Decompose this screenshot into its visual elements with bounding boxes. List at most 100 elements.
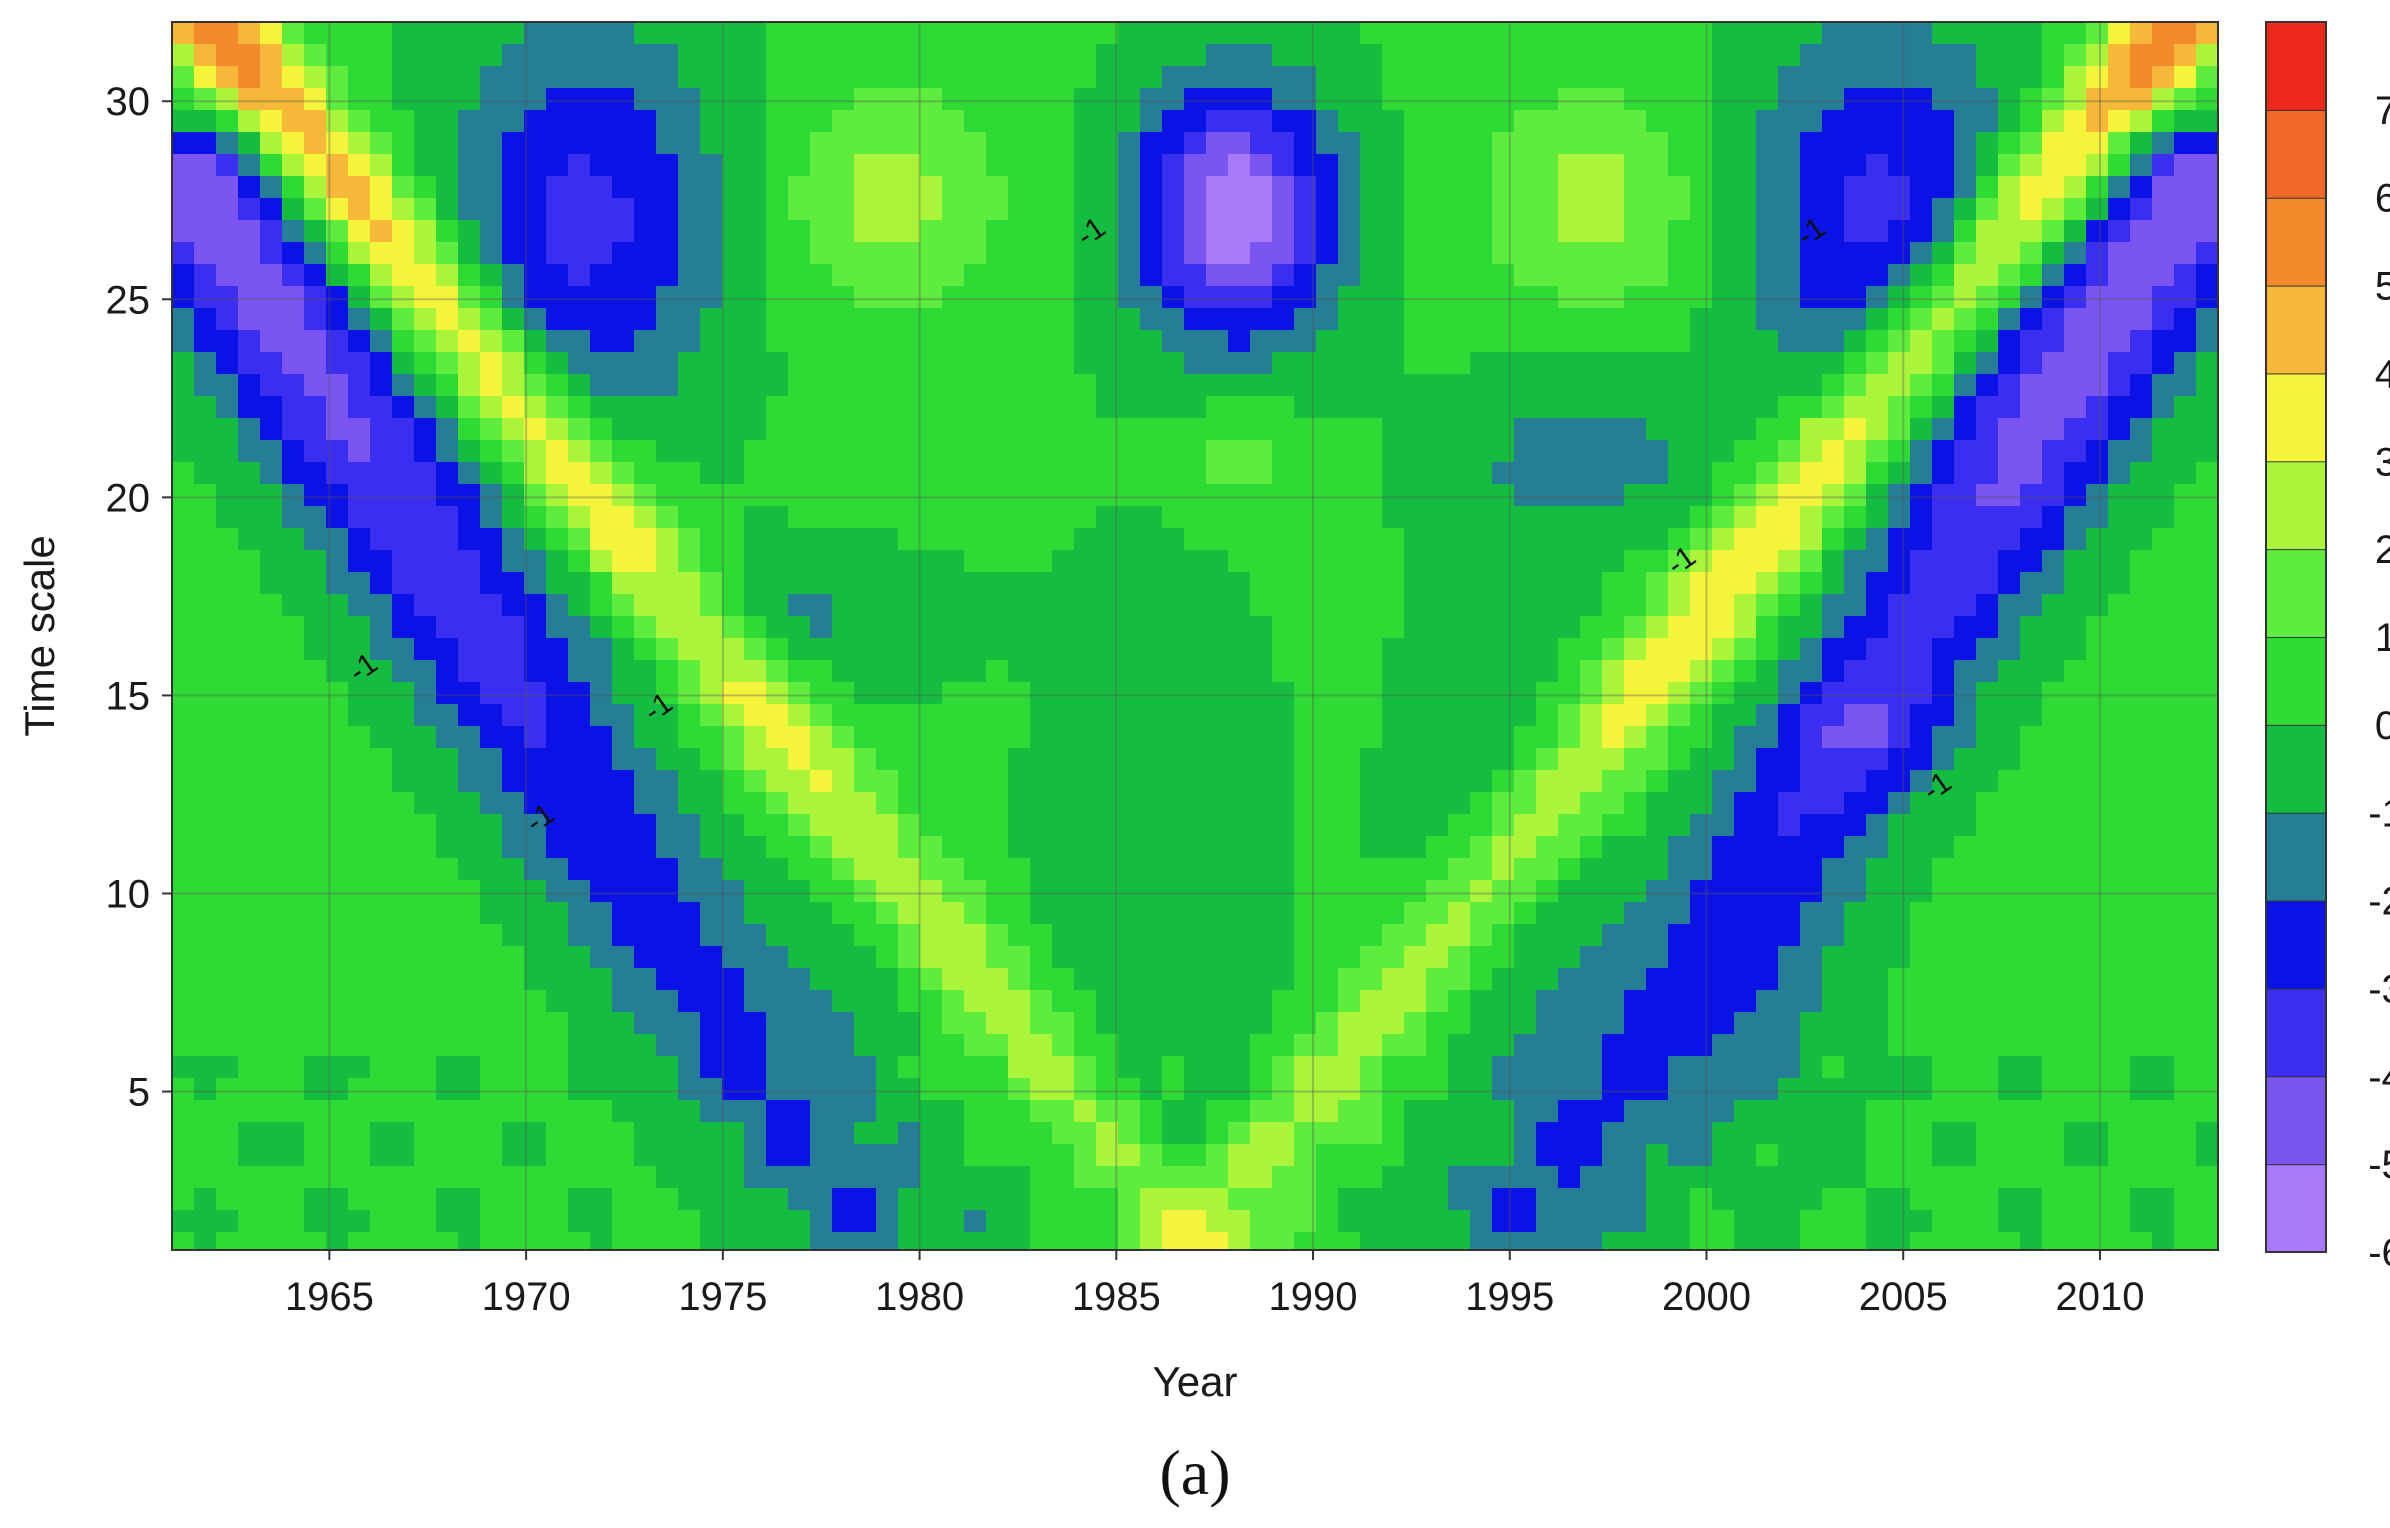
field-cell [1800, 154, 1823, 177]
field-cell [986, 132, 1009, 155]
field-cell [1118, 264, 1141, 287]
field-cell [964, 418, 987, 441]
field-cell [766, 352, 789, 375]
field-cell [348, 704, 371, 727]
field-cell [722, 462, 745, 485]
field-cell [1316, 154, 1339, 177]
field-cell [986, 770, 1009, 793]
field-cell [1602, 1078, 1625, 1101]
field-cell [876, 220, 899, 243]
field-cell [1272, 858, 1295, 881]
field-cell [1844, 66, 1867, 89]
field-cell [1954, 110, 1977, 133]
field-cell [1580, 484, 1603, 507]
field-cell [788, 176, 811, 199]
field-cell [1514, 880, 1537, 903]
field-cell [546, 506, 569, 529]
field-cell [722, 88, 745, 111]
field-cell [1954, 1056, 1977, 1079]
field-cell [986, 528, 1009, 551]
field-cell [216, 110, 239, 133]
field-cell [1756, 110, 1779, 133]
field-cell [744, 1188, 767, 1211]
field-cell [1558, 1012, 1581, 1035]
field-cell [546, 462, 569, 485]
field-cell [436, 264, 459, 287]
field-cell [1272, 264, 1295, 287]
field-cell [414, 44, 437, 67]
field-cell [898, 924, 921, 947]
field-cell [1228, 594, 1251, 617]
field-cell [1514, 176, 1537, 199]
field-cell [1866, 814, 1889, 837]
field-cell [1338, 660, 1361, 683]
field-cell [1096, 946, 1119, 969]
field-cell [1448, 66, 1471, 89]
field-cell [2174, 308, 2197, 331]
field-cell [854, 990, 877, 1013]
field-cell [1932, 286, 1955, 309]
field-cell [766, 1144, 789, 1167]
field-cell [1118, 396, 1141, 419]
field-cell [1844, 924, 1867, 947]
field-cell [194, 286, 217, 309]
field-cell [656, 1034, 679, 1057]
field-cell [1382, 616, 1405, 639]
field-cell [1030, 924, 1053, 947]
field-cell [1008, 66, 1031, 89]
field-cell [238, 220, 261, 243]
field-cell [1778, 176, 1801, 199]
field-cell [1822, 748, 1845, 771]
field-cell [1140, 1188, 1163, 1211]
field-cell [1426, 374, 1449, 397]
field-cell [590, 66, 613, 89]
field-cell [1272, 374, 1295, 397]
field-cell [656, 264, 679, 287]
field-cell [1536, 88, 1559, 111]
field-cell [304, 66, 327, 89]
field-cell [1712, 836, 1735, 859]
field-cell [1382, 154, 1405, 177]
field-cell [436, 88, 459, 111]
field-cell [920, 330, 943, 353]
field-cell [590, 1188, 613, 1211]
field-cell [1558, 440, 1581, 463]
field-cell [2042, 308, 2065, 331]
field-cell [2108, 1078, 2131, 1101]
field-cell [282, 330, 305, 353]
field-cell [2020, 528, 2043, 551]
field-cell [480, 572, 503, 595]
field-cell [810, 484, 833, 507]
field-cell [1426, 660, 1449, 683]
field-cell [1844, 660, 1867, 683]
field-cell [1426, 484, 1449, 507]
field-cell [942, 1056, 965, 1079]
field-cell [1008, 902, 1031, 925]
field-cell [722, 1166, 745, 1189]
field-cell [1074, 440, 1097, 463]
field-cell [304, 836, 327, 859]
field-cell [2020, 1034, 2043, 1057]
field-cell [436, 418, 459, 441]
field-cell [1052, 946, 1075, 969]
field-cell [1140, 1034, 1163, 1057]
field-cell [414, 770, 437, 793]
field-cell [986, 1166, 1009, 1189]
field-cell [524, 286, 547, 309]
field-cell [1250, 968, 1273, 991]
field-cell [2130, 286, 2153, 309]
field-cell [1976, 462, 1999, 485]
field-cell [546, 1078, 569, 1101]
field-cell [1712, 66, 1735, 89]
field-cell [1030, 528, 1053, 551]
field-cell [1118, 704, 1141, 727]
field-cell [854, 770, 877, 793]
field-cell [2086, 638, 2109, 661]
field-cell [502, 902, 525, 925]
field-cell [1008, 1122, 1031, 1145]
field-cell [700, 1144, 723, 1167]
field-cell [1008, 242, 1031, 265]
field-cell [744, 286, 767, 309]
field-cell [546, 418, 569, 441]
field-cell [1294, 44, 1317, 67]
